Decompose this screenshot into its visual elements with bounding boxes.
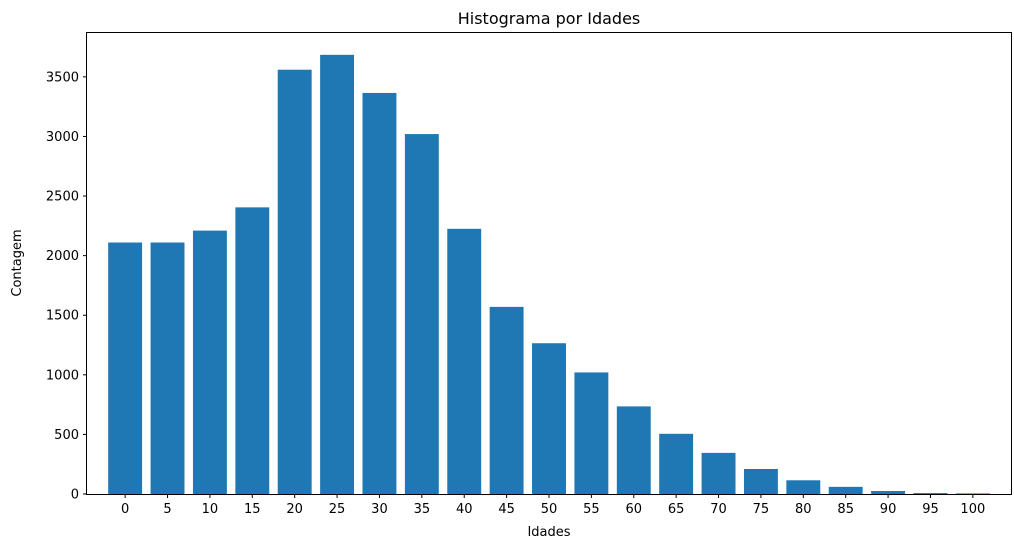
x-tick-label: 20	[286, 502, 303, 517]
x-tick-label: 75	[753, 502, 770, 517]
x-tick-label: 90	[880, 502, 897, 517]
y-tick-label: 3000	[46, 130, 79, 145]
bar-10	[192, 230, 227, 495]
y-tick-label: 500	[54, 428, 79, 443]
x-ticks-group: 0 5 10 15 20 25 30 35 40 45 50 55 60 65 70 75 80 85 90 95 10…	[121, 494, 985, 517]
bar-35	[404, 134, 439, 494]
bar-60	[616, 406, 651, 494]
x-tick-label: 60	[625, 502, 642, 517]
bar-75	[743, 468, 778, 494]
bars-group	[108, 54, 990, 495]
bar-0	[108, 242, 143, 494]
x-tick-label: 95	[922, 502, 939, 517]
y-tick-label: 2500	[46, 190, 79, 205]
bar-25	[320, 54, 355, 495]
bar-15	[235, 207, 270, 495]
bar-65	[659, 433, 694, 494]
x-tick-label: 40	[456, 502, 473, 517]
y-tick-label: 0	[71, 488, 79, 503]
bar-90	[871, 491, 906, 494]
x-tick-label: 100	[960, 502, 985, 517]
x-tick-label: 5	[163, 502, 171, 517]
y-ticks-group: 0 500 1000 1500 2000 2500 3000 3500	[46, 70, 87, 503]
y-tick-label: 2000	[46, 249, 79, 264]
x-axis-label: Idades	[527, 525, 570, 540]
x-tick-label: 70	[710, 502, 727, 517]
bar-85	[828, 486, 863, 494]
x-tick-label: 65	[668, 502, 685, 517]
bar-100	[955, 493, 990, 494]
x-tick-label: 80	[795, 502, 812, 517]
y-tick-label: 3500	[46, 70, 79, 85]
x-tick-label: 0	[121, 502, 129, 517]
chart-title: Histograma por Idades	[458, 9, 641, 28]
x-tick-label: 50	[541, 502, 558, 517]
y-tick-label: 1500	[46, 309, 79, 324]
bar-55	[574, 372, 609, 494]
bar-30	[362, 92, 397, 494]
x-tick-label: 25	[329, 502, 346, 517]
bar-5	[150, 242, 185, 494]
x-tick-label: 15	[244, 502, 261, 517]
x-tick-label: 30	[371, 502, 388, 517]
x-tick-label: 35	[414, 502, 431, 517]
bar-20	[277, 69, 312, 495]
x-tick-label: 55	[583, 502, 600, 517]
y-tick-label: 1000	[46, 368, 79, 383]
bar-70	[701, 452, 736, 494]
plot-frame	[86, 32, 1012, 495]
bar-95	[913, 493, 948, 494]
bar-40	[447, 228, 482, 494]
x-tick-label: 85	[837, 502, 854, 517]
bar-80	[786, 480, 821, 494]
bar-45	[489, 306, 524, 494]
y-axis-label: Contagem	[10, 229, 25, 296]
x-tick-label: 45	[498, 502, 515, 517]
x-tick-label: 10	[202, 502, 219, 517]
bar-50	[532, 343, 566, 494]
